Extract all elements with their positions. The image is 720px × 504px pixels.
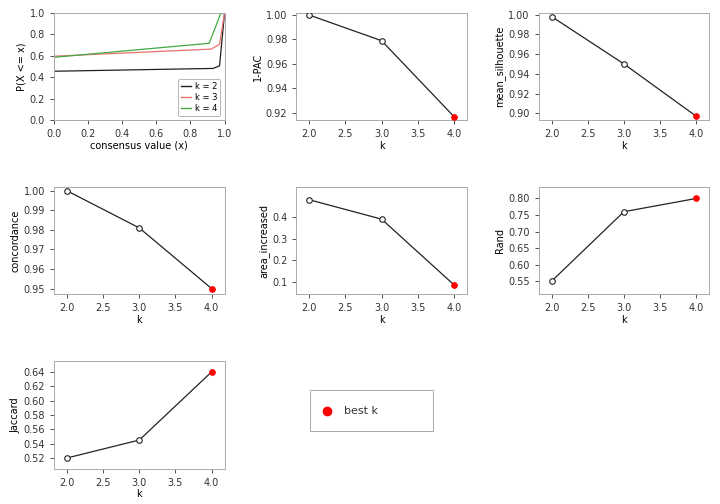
X-axis label: k: k [137, 489, 142, 499]
X-axis label: k: k [379, 315, 384, 325]
Y-axis label: Rand: Rand [495, 228, 505, 253]
X-axis label: k: k [621, 141, 626, 151]
Y-axis label: area_increased: area_increased [258, 204, 269, 278]
Y-axis label: concordance: concordance [11, 210, 21, 272]
Y-axis label: 1-PAC: 1-PAC [253, 52, 263, 81]
X-axis label: k: k [137, 315, 142, 325]
Y-axis label: Jaccard: Jaccard [11, 397, 21, 433]
Y-axis label: P(X <= x): P(X <= x) [17, 42, 27, 91]
Legend: k = 2, k = 3, k = 4: k = 2, k = 3, k = 4 [178, 79, 220, 116]
X-axis label: consensus value (x): consensus value (x) [91, 141, 188, 151]
Y-axis label: mean_silhouette: mean_silhouette [495, 26, 505, 107]
X-axis label: k: k [379, 141, 384, 151]
Text: best k: best k [344, 406, 378, 416]
X-axis label: k: k [621, 315, 626, 325]
